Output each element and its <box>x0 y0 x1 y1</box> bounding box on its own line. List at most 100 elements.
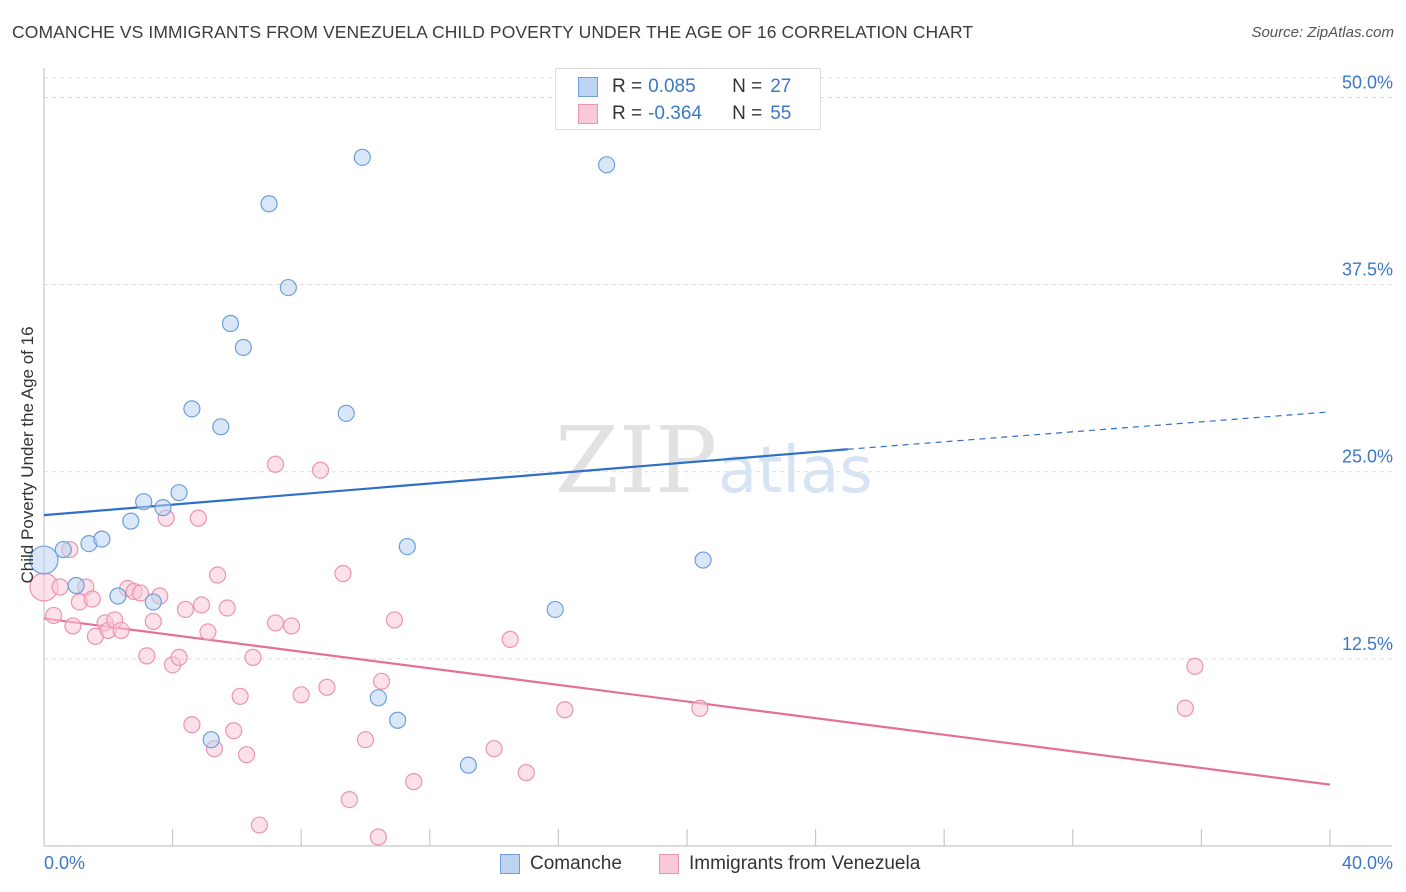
point-venezuela <box>225 722 243 740</box>
point-comanche <box>183 400 201 418</box>
x-tick-label: 0.0% <box>44 853 85 873</box>
point-comanche <box>54 540 72 559</box>
point-comanche <box>221 314 240 333</box>
point-venezuela <box>45 606 63 625</box>
point-venezuela <box>311 461 330 479</box>
point-comanche <box>279 278 297 297</box>
legend-swatch-venezuela <box>578 104 598 124</box>
trend-line-comanche-extension <box>847 411 1331 450</box>
point-venezuela <box>237 746 256 764</box>
point-comanche <box>260 195 278 213</box>
point-comanche <box>29 545 59 575</box>
point-comanche <box>389 711 407 729</box>
point-venezuela <box>192 596 211 614</box>
tick-labels: 12.5% 25.0% 37.5% 50.0% 0.0% 40.0% <box>44 72 1393 873</box>
trend-line-comanche <box>43 448 848 517</box>
point-comanche <box>694 551 712 569</box>
r-value-comanche: 0.085 <box>648 76 696 97</box>
point-comanche <box>122 512 140 530</box>
point-venezuela <box>131 584 150 602</box>
point-venezuela <box>138 647 156 665</box>
legend-swatch-comanche <box>578 77 598 97</box>
legend-label-comanche: Comanche <box>530 853 622 874</box>
point-comanche <box>337 404 355 422</box>
watermark-zip: ZIP <box>555 407 717 514</box>
legend-swatch-venezuela <box>659 854 679 874</box>
y-tick-label: 12.5% <box>1342 634 1393 654</box>
point-comanche <box>67 576 85 595</box>
point-comanche <box>212 418 230 436</box>
point-venezuela <box>556 701 574 719</box>
x-tick-label: 40.0% <box>1342 853 1393 873</box>
correlation-legend: R = 0.085 N = 27 R = -0.364 N = 55 <box>555 68 821 130</box>
n-value-comanche: 27 <box>770 76 792 97</box>
point-venezuela <box>405 773 423 791</box>
point-venezuela <box>112 621 130 640</box>
point-comanche <box>459 756 477 774</box>
point-comanche <box>234 338 252 357</box>
point-comanche <box>93 530 111 548</box>
n-label: N = <box>732 103 763 124</box>
axes <box>43 68 1392 847</box>
point-comanche <box>598 156 616 174</box>
chart-title: COMANCHE VS IMMIGRANTS FROM VENEZUELA CH… <box>12 22 974 42</box>
y-tick-label: 50.0% <box>1342 72 1393 92</box>
point-comanche <box>154 499 172 517</box>
r-label: R = <box>612 76 643 97</box>
point-venezuela <box>266 614 285 632</box>
point-venezuela <box>209 566 227 584</box>
point-venezuela <box>83 590 101 608</box>
point-venezuela <box>292 686 310 704</box>
legend-item-comanche[interactable]: Comanche <box>500 853 622 875</box>
point-venezuela <box>369 828 387 846</box>
point-venezuela <box>1176 699 1194 717</box>
point-venezuela <box>64 617 82 635</box>
trend-line-venezuela <box>43 617 1331 786</box>
point-venezuela <box>385 611 404 629</box>
point-venezuela <box>334 564 352 583</box>
point-venezuela <box>517 764 535 782</box>
legend-row-comanche: R = 0.085 N = 27 <box>578 73 791 101</box>
point-venezuela <box>218 599 236 617</box>
point-venezuela <box>501 630 519 649</box>
point-venezuela <box>170 648 188 666</box>
point-venezuela <box>1186 657 1204 675</box>
point-venezuela <box>318 678 336 696</box>
y-tick-label: 25.0% <box>1342 447 1393 467</box>
point-venezuela <box>340 790 359 809</box>
r-label: R = <box>612 103 643 124</box>
point-venezuela <box>691 699 709 717</box>
watermark: ZIP atlas <box>555 407 873 514</box>
point-venezuela <box>183 716 201 734</box>
legend-swatch-comanche <box>500 854 520 874</box>
y-tick-label: 37.5% <box>1342 260 1393 280</box>
source-credit: Source: ZipAtlas.com <box>1251 24 1394 41</box>
point-venezuela <box>144 612 162 631</box>
point-comanche <box>109 587 127 605</box>
series-legend: Comanche Immigrants from Venezuela <box>0 851 1406 879</box>
point-venezuela <box>51 578 69 596</box>
point-venezuela <box>199 623 217 641</box>
point-venezuela <box>176 600 195 619</box>
legend-item-venezuela[interactable]: Immigrants from Venezuela <box>659 853 920 875</box>
point-comanche <box>398 537 416 556</box>
point-comanche <box>353 148 371 166</box>
point-comanche <box>546 600 564 619</box>
point-venezuela <box>356 731 375 749</box>
point-venezuela <box>372 672 391 690</box>
point-comanche <box>144 593 162 611</box>
grid-lines <box>44 77 1392 660</box>
data-points <box>29 148 1204 846</box>
point-venezuela <box>231 687 249 705</box>
trend-lines <box>43 411 1331 786</box>
point-comanche <box>170 484 188 502</box>
point-venezuela <box>266 455 285 473</box>
legend-row-venezuela: R = -0.364 N = 55 <box>578 100 791 128</box>
n-value-venezuela: 55 <box>770 103 792 124</box>
legend-label-venezuela: Immigrants from Venezuela <box>689 853 921 874</box>
point-comanche <box>202 731 220 749</box>
point-venezuela <box>485 740 503 758</box>
point-venezuela <box>244 648 262 666</box>
y-axis-label: Child Poverty Under the Age of 16 <box>18 326 37 583</box>
